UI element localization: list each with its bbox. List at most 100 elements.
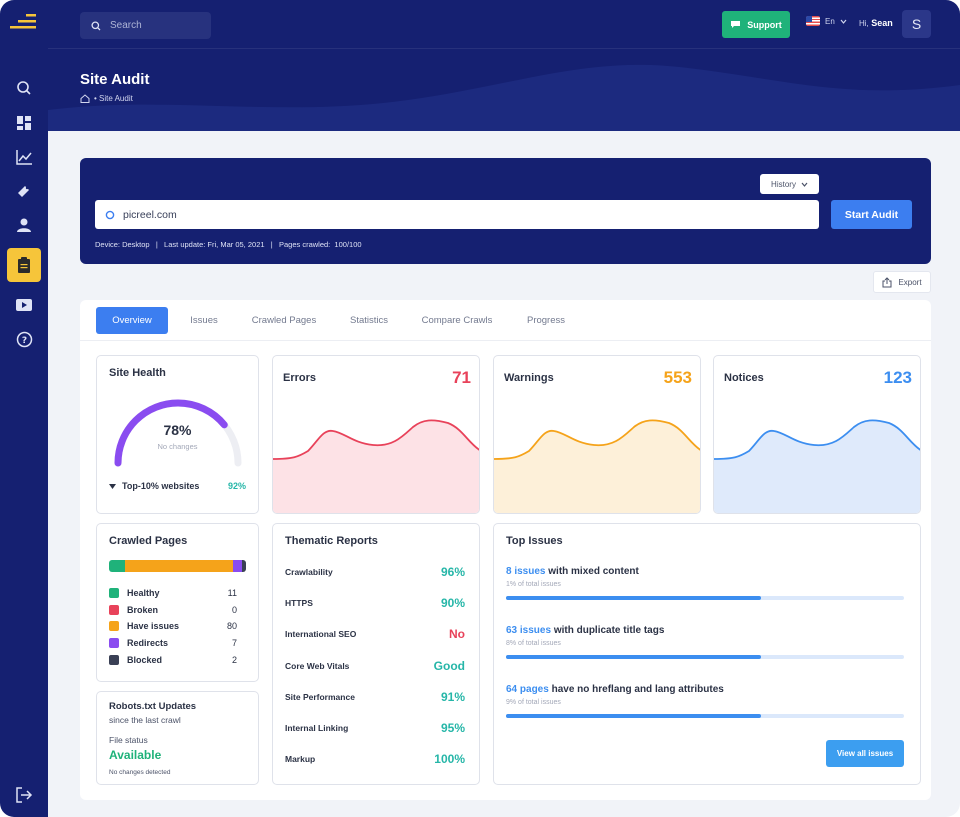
issue-count-link[interactable]: 63 issues <box>506 625 552 636</box>
issue-progress-bar <box>506 714 904 718</box>
dashboard-icon[interactable] <box>8 107 40 139</box>
errors-sparkline <box>273 419 479 513</box>
thematic-value: 95% <box>440 721 465 735</box>
issue-item[interactable]: 64 pages have no hreflang and lang attri… <box>506 684 904 718</box>
crawled-stacked-bar <box>109 560 246 572</box>
thematic-row[interactable]: Markup 100% <box>285 750 465 768</box>
site-health-title: Site Health <box>109 367 166 379</box>
url-value: picreel.com <box>123 208 177 221</box>
audit-panel: History picreel.com Start Audit Device: … <box>80 158 931 264</box>
caret-down-icon <box>109 483 116 489</box>
thematic-row[interactable]: Core Web Vitals Good <box>285 657 465 675</box>
url-input[interactable]: picreel.com <box>95 200 819 229</box>
issue-count-link[interactable]: 64 pages <box>506 684 549 695</box>
notices-sparkline <box>714 419 920 513</box>
robots-note: No changes detected <box>109 769 171 776</box>
thematic-title: Thematic Reports <box>285 535 378 547</box>
thematic-row[interactable]: Internal Linking 95% <box>285 719 465 737</box>
warnings-sparkline <box>494 419 700 513</box>
view-all-issues-button[interactable]: View all issues <box>826 740 904 767</box>
thematic-row[interactable]: Site Performance 91% <box>285 688 465 706</box>
warnings-card[interactable]: Warnings 553 <box>493 355 701 514</box>
top-websites-row: Top-10% websites <box>109 481 199 491</box>
notices-value: 123 <box>883 368 912 387</box>
legend-label: Blocked <box>127 655 163 665</box>
legend-value: 0 <box>231 605 237 615</box>
thematic-value: 90% <box>440 596 465 610</box>
search-icon[interactable] <box>8 72 40 104</box>
search-placeholder: Search <box>110 20 142 31</box>
export-button[interactable]: Export <box>873 271 931 293</box>
thematic-label: Crawlability <box>285 567 333 577</box>
issue-count-link[interactable]: 8 issues <box>506 566 546 577</box>
notices-card[interactable]: Notices 123 <box>713 355 921 514</box>
user-icon[interactable] <box>8 209 40 241</box>
issue-item[interactable]: 63 issues with duplicate title tags 8% o… <box>506 625 904 659</box>
legend-value: 2 <box>231 655 237 665</box>
clipboard-icon[interactable] <box>7 248 41 282</box>
page-title: Site Audit <box>80 71 150 88</box>
language-selector[interactable]: En <box>806 16 847 26</box>
tab-statistics[interactable]: Statistics <box>349 315 388 326</box>
greeting-text: Hi, <box>859 19 869 28</box>
thematic-label: Site Performance <box>285 692 355 702</box>
legend-value: 11 <box>227 588 237 598</box>
issue-progress-fill <box>506 655 761 659</box>
issue-item[interactable]: 8 issues with mixed content 1% of total … <box>506 566 904 600</box>
top-websites-value: 92% <box>227 481 246 491</box>
svg-text:?: ? <box>21 336 26 346</box>
legend-blocked: Blocked 2 <box>109 653 237 667</box>
site-health-card: Site Health 78% No changes Top-10% websi… <box>96 355 259 514</box>
errors-card[interactable]: Errors 71 <box>272 355 480 514</box>
start-audit-button[interactable]: Start Audit <box>831 200 912 229</box>
thematic-row[interactable]: HTTPS 90% <box>285 594 465 612</box>
thematic-value: 91% <box>440 690 465 704</box>
legend-healthy: Healthy 11 <box>109 586 237 600</box>
notices-title: Notices <box>724 372 764 384</box>
chart-icon[interactable] <box>8 141 40 173</box>
legend-redirects: Redirects 7 <box>109 636 237 650</box>
tag-icon[interactable] <box>8 175 40 207</box>
issue-text: with duplicate title tags <box>551 625 665 636</box>
header: Search Support En Hi, Sean S Site Audit … <box>48 0 960 131</box>
home-icon[interactable] <box>80 94 90 103</box>
health-gauge <box>114 399 242 467</box>
tab-compare-crawls[interactable]: Compare Crawls <box>421 315 493 326</box>
support-label: Support <box>747 19 782 30</box>
logout-icon[interactable] <box>8 779 40 811</box>
tab-progress[interactable]: Progress <box>526 315 565 326</box>
tab-overview[interactable]: Overview <box>96 307 168 334</box>
issue-progress-bar <box>506 596 904 600</box>
support-button[interactable]: Support <box>722 11 790 38</box>
issue-text: have no hreflang and lang attributes <box>548 684 724 695</box>
robots-since: since the last crawl <box>109 715 181 725</box>
issue-progress-bar <box>506 655 904 659</box>
search-input[interactable]: Search <box>80 12 211 39</box>
issue-share: 1% of total issues <box>506 581 561 588</box>
issue-share: 9% of total issues <box>506 699 561 706</box>
history-label: History <box>771 179 796 189</box>
history-dropdown[interactable]: History <box>760 174 819 194</box>
issue-progress-fill <box>506 596 761 600</box>
search-icon <box>105 210 115 219</box>
thematic-value: 100% <box>434 752 465 766</box>
robots-title: Robots.txt Updates <box>109 701 197 712</box>
robots-status-label: File status <box>109 735 148 745</box>
video-icon[interactable] <box>8 289 40 321</box>
avatar[interactable]: S <box>902 10 931 38</box>
legend-have-issues: Have issues 80 <box>109 619 237 633</box>
bar-segment-issues <box>125 560 233 572</box>
tab-crawled-pages[interactable]: Crawled Pages <box>251 315 317 326</box>
thematic-label: HTTPS <box>285 598 313 608</box>
share-icon <box>882 276 892 287</box>
legend-label: Healthy <box>127 588 160 598</box>
breadcrumb-current[interactable]: • Site Audit <box>94 94 133 103</box>
thematic-label: Core Web Vitals <box>285 661 350 671</box>
top-issues-card: Top Issues 8 issues with mixed content 1… <box>493 523 921 785</box>
legend-label: Redirects <box>127 638 169 648</box>
tab-issues[interactable]: Issues <box>190 315 218 326</box>
chevron-down-icon <box>840 19 847 24</box>
thematic-row[interactable]: International SEO No <box>285 625 465 643</box>
help-icon[interactable]: ? <box>8 323 40 355</box>
thematic-row[interactable]: Crawlability 96% <box>285 563 465 581</box>
